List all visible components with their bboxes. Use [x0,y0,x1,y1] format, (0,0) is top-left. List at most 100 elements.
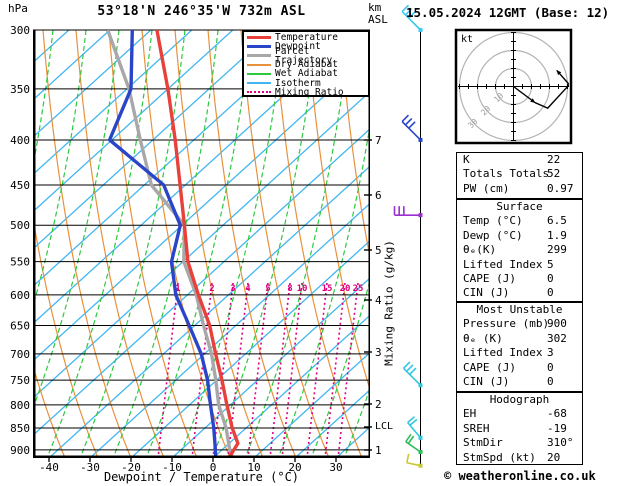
table-row: CAPE (J) 0 [457,361,582,375]
copyright: © weatheronline.co.uk [444,469,596,483]
row-label: θₑ (K) [463,331,503,345]
row-value: 900 [547,317,567,331]
table-row: SREH -19 [457,422,582,436]
table-row: EH -68 [457,407,582,421]
lcl-label: LCL [375,421,394,432]
table-row: Totals Totals 52 [457,167,582,181]
hodograph-table: Hodograph EH -68 SREH -19 StmDir 310° StmSpd (k… [456,392,583,465]
dry-adiabat-line [34,368,66,457]
row-value: -19 [547,421,567,435]
km-tick-label: 1 [375,444,382,457]
most-unstable-table: Most Unstable Pressure (mb) 900 θₑ (K) 302 Li… [456,302,583,392]
table-row: Dewp (°C) 1.9 [457,229,582,243]
pressure-tick-label: 550 [10,256,30,269]
altitude-unit-km: km [368,1,382,14]
table-row: PW (cm) 0.97 [457,182,582,196]
mixing-ratio-tick-label: 8 [287,284,292,294]
legend-row: Dry Adiabat [244,60,368,70]
table-row: Lifted Index 5 [457,258,582,272]
isotherm-line [213,314,370,457]
row-value: 52 [547,167,561,181]
wind-barb [393,206,423,218]
legend-row: Wet Adiabat [244,69,368,79]
temp-tick-label: -20 [121,461,141,474]
row-value: 5 [547,257,554,271]
temp-tick-label: 20 [288,461,301,474]
x-axis-label: Dewpoint / Temperature (°C) [103,470,300,484]
row-label: Temp (°C) [463,214,523,228]
row-label: Totals Totals [463,167,550,181]
isotherm-line [34,30,152,137]
isotherm-line [172,277,370,457]
arrowhead [556,70,562,76]
row-label: Lifted Index [463,257,543,271]
row-label: Dewp (°C) [463,228,523,242]
legend-row: Dewpoint [244,42,368,51]
mixing-ratio-tick-label: 3 [230,284,235,294]
hodograph-trace [513,84,569,109]
wet-adiabat-line [575,30,629,458]
legend-line-sample [247,36,271,40]
table-row: CAPE (J) 0 [457,272,582,286]
pressure-tick-label: 350 [10,83,30,96]
pressure-tick-label: 900 [10,444,30,457]
mixing-ratio-line [324,282,346,457]
table-row: StmDir 310° [457,436,582,450]
row-label: θₑ(K) [463,243,497,257]
row-value: 20 [547,450,561,464]
dry-adiabat-line [306,30,370,390]
km-tick-label: 3 [375,346,382,359]
isotherm-line [34,30,234,212]
sounding-profiles [106,30,240,457]
legend-row: Parcel Trajectory [244,46,368,65]
row-value: -68 [547,407,567,421]
mixing-ratio-tick-label: 2 [209,284,214,294]
row-value: 310° [547,436,574,450]
table-row: θₑ(K) 299 [457,243,582,257]
mixing-ratio-tick-label: 25 [353,284,364,294]
row-label: SREH [463,421,490,435]
temperature-axis [33,455,370,458]
row-value: 1.9 [547,228,567,242]
altitude-axis [368,30,370,458]
pressure-tick-label: 400 [10,134,30,147]
table-title: Hodograph [489,393,550,406]
table-row: CIN (J) 0 [457,375,582,389]
mixing-ratio-line [212,282,234,457]
dry-adiabat-line [42,30,132,457]
legend-line-sample [247,91,271,94]
wet-adiabat-line [211,30,318,457]
legend-row: Mixing Ratio [244,87,368,95]
wet-adiabat-line [277,124,370,457]
pressure-tick-label: 300 [10,24,30,37]
dry-adiabat-line [174,30,264,457]
legend-row: Temperature [244,33,368,42]
mixing-ratio-line [157,282,179,457]
mixing-ratio-tick-label: 20 [340,284,351,294]
row-value: 6.5 [547,214,567,228]
dry-adiabat-line [108,30,198,457]
row-value: 0 [547,286,554,300]
row-label: CIN (J) [463,286,510,300]
mixing-ratio-tick-label: 15 [322,284,333,294]
table-row: CIN (J) 0 [457,286,582,300]
wet-adiabat-line [244,30,351,457]
row-label: StmSpd (kt) [463,450,536,464]
row-value: 0.97 [547,181,574,195]
table-row: Pressure (mb) 900 [457,317,582,331]
table-title: Surface [496,200,543,213]
indices-table: K 22 Totals Totals 52 PW (cm) 0.97 [456,152,583,199]
legend-label: Parcel Trajectory [275,45,333,66]
temp-tick-label: 10 [247,461,260,474]
km-tick-label: 6 [375,189,382,202]
isotherm-line [49,165,370,457]
dry-adiabat-line [273,30,363,457]
wet-adiabat-line [46,30,153,457]
legend-line-sample [247,63,271,66]
pressure-tick-label: 600 [10,289,30,302]
table-row: θₑ (K) 302 [457,332,582,346]
row-label: EH [463,407,477,421]
wind-barb [407,416,423,440]
